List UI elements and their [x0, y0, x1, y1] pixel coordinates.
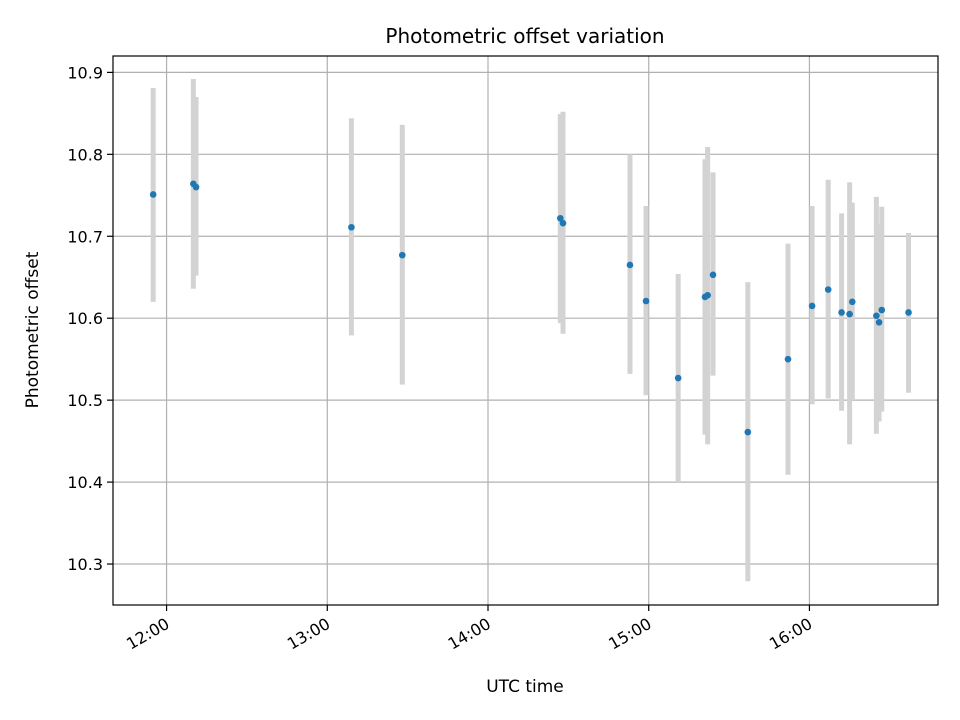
chart-title: Photometric offset variation	[385, 24, 664, 48]
y-tick-label: 10.8	[67, 145, 103, 164]
data-point	[875, 319, 883, 326]
data-point	[873, 312, 880, 320]
y-tick-label: 10.6	[67, 309, 103, 328]
x-axis-label: UTC time	[486, 677, 564, 697]
data-point	[642, 297, 650, 305]
data-point	[824, 286, 832, 293]
data-point	[838, 309, 845, 316]
y-tick-label: 10.9	[67, 63, 103, 82]
y-tick-label: 10.7	[67, 227, 103, 246]
data-point	[674, 374, 682, 382]
data-point	[846, 310, 853, 318]
data-point	[348, 223, 355, 231]
data-point	[149, 191, 157, 198]
grid	[113, 56, 938, 605]
data-point	[192, 183, 200, 191]
data-points	[149, 180, 912, 436]
data-point	[784, 355, 792, 363]
y-axis-ticks: 10.3 10.4 10.5 10.6 10.7 10.8 10.9	[67, 63, 113, 574]
plot-frame	[112, 55, 939, 606]
data-point	[557, 214, 564, 222]
data-point	[709, 271, 717, 279]
y-tick-label: 10.5	[67, 391, 103, 410]
data-point	[878, 306, 886, 314]
data-point	[704, 291, 711, 299]
data-point	[626, 261, 634, 269]
data-point	[744, 428, 752, 436]
data-point	[559, 219, 567, 227]
data-point	[398, 251, 406, 259]
y-axis-label: Photometric offset	[23, 251, 43, 408]
data-point	[905, 309, 912, 316]
y-tick-label: 10.3	[67, 555, 103, 574]
data-point	[848, 298, 856, 306]
y-tick-label: 10.4	[67, 473, 103, 492]
data-point	[808, 302, 816, 310]
